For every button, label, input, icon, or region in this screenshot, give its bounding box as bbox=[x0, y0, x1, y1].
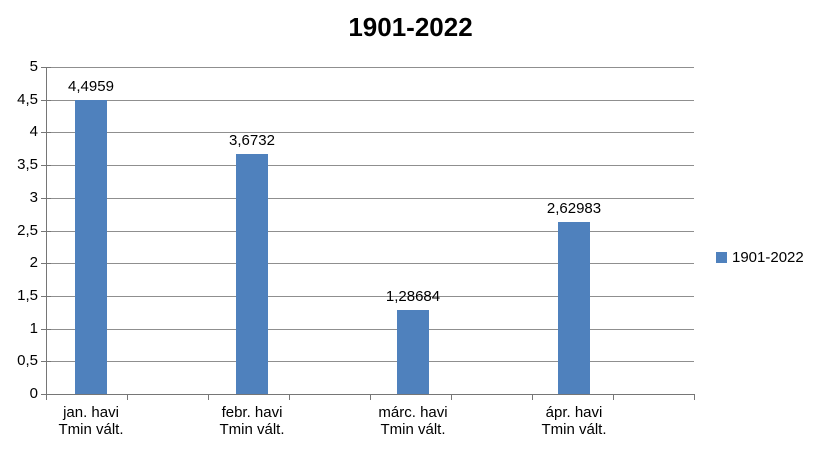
x-axis-tick bbox=[208, 394, 209, 400]
y-axis-tick-label: 5 bbox=[29, 58, 38, 75]
gridline bbox=[46, 263, 694, 265]
y-axis-tick-label: 1 bbox=[29, 319, 38, 337]
x-axis-category-label: febr. havi Tmin vált. bbox=[219, 404, 285, 438]
x-axis-tick bbox=[127, 394, 128, 400]
x-axis-tick bbox=[451, 394, 452, 400]
y-axis-tick bbox=[41, 67, 51, 68]
y-axis-tick bbox=[41, 295, 51, 297]
x-axis-category-label: márc. havi Tmin vált. bbox=[378, 404, 448, 438]
x-axis-tick bbox=[613, 394, 614, 400]
legend: 1901-2022 bbox=[716, 249, 804, 266]
bar-3 bbox=[397, 309, 429, 394]
y-axis-tick-label: 3 bbox=[29, 188, 38, 206]
bar-value-label: 1,28684 bbox=[385, 287, 441, 305]
gridline bbox=[46, 230, 694, 232]
bar-value-label: 3,6732 bbox=[229, 131, 275, 149]
y-axis-tick bbox=[41, 263, 51, 265]
y-axis-tick bbox=[41, 361, 51, 363]
y-axis-tick bbox=[41, 197, 51, 199]
legend-marker bbox=[716, 252, 727, 263]
y-axis-tick-label: 4 bbox=[29, 123, 38, 141]
y-axis-tick-label: 2 bbox=[29, 254, 38, 272]
x-axis-category-label: ápr. havi Tmin vált. bbox=[541, 404, 607, 438]
chart-title: 1901-2022 bbox=[348, 12, 473, 42]
gridline bbox=[46, 67, 694, 68]
y-axis-tick-label: 3,5 bbox=[17, 156, 38, 174]
plot-area bbox=[46, 67, 694, 394]
y-axis-tick-label: 1,5 bbox=[17, 286, 38, 304]
y-axis-tick bbox=[41, 328, 51, 330]
x-axis-tick bbox=[289, 394, 290, 400]
legend-label: 1901-2022 bbox=[732, 249, 804, 266]
gridline bbox=[46, 197, 694, 199]
bar-2 bbox=[236, 153, 268, 394]
y-axis-tick-label: 0,5 bbox=[17, 352, 38, 370]
bar-1 bbox=[75, 99, 107, 394]
y-axis-tick-label: 2,5 bbox=[17, 221, 38, 239]
gridline bbox=[46, 361, 694, 363]
bar-4 bbox=[558, 222, 590, 394]
bar-value-label: 2,62983 bbox=[546, 200, 602, 217]
y-axis-tick-label: 0 bbox=[29, 385, 38, 402]
x-axis-tick bbox=[532, 394, 533, 400]
gridline bbox=[46, 165, 694, 167]
x-axis-tick bbox=[694, 394, 695, 400]
gridline bbox=[46, 295, 694, 297]
x-axis-tick bbox=[46, 394, 47, 400]
y-axis-tick bbox=[41, 165, 51, 167]
x-axis-tick bbox=[370, 394, 371, 400]
y-axis-tick bbox=[41, 132, 51, 134]
gridline bbox=[46, 132, 694, 134]
y-axis-tick bbox=[41, 99, 51, 101]
y-axis-tick bbox=[41, 230, 51, 232]
gridline bbox=[46, 99, 694, 101]
bar-value-label: 4,4959 bbox=[68, 77, 114, 95]
gridline bbox=[46, 328, 694, 330]
x-axis-category-label: jan. havi Tmin vált. bbox=[58, 404, 124, 438]
y-axis-tick-label: 4,5 bbox=[17, 90, 38, 108]
